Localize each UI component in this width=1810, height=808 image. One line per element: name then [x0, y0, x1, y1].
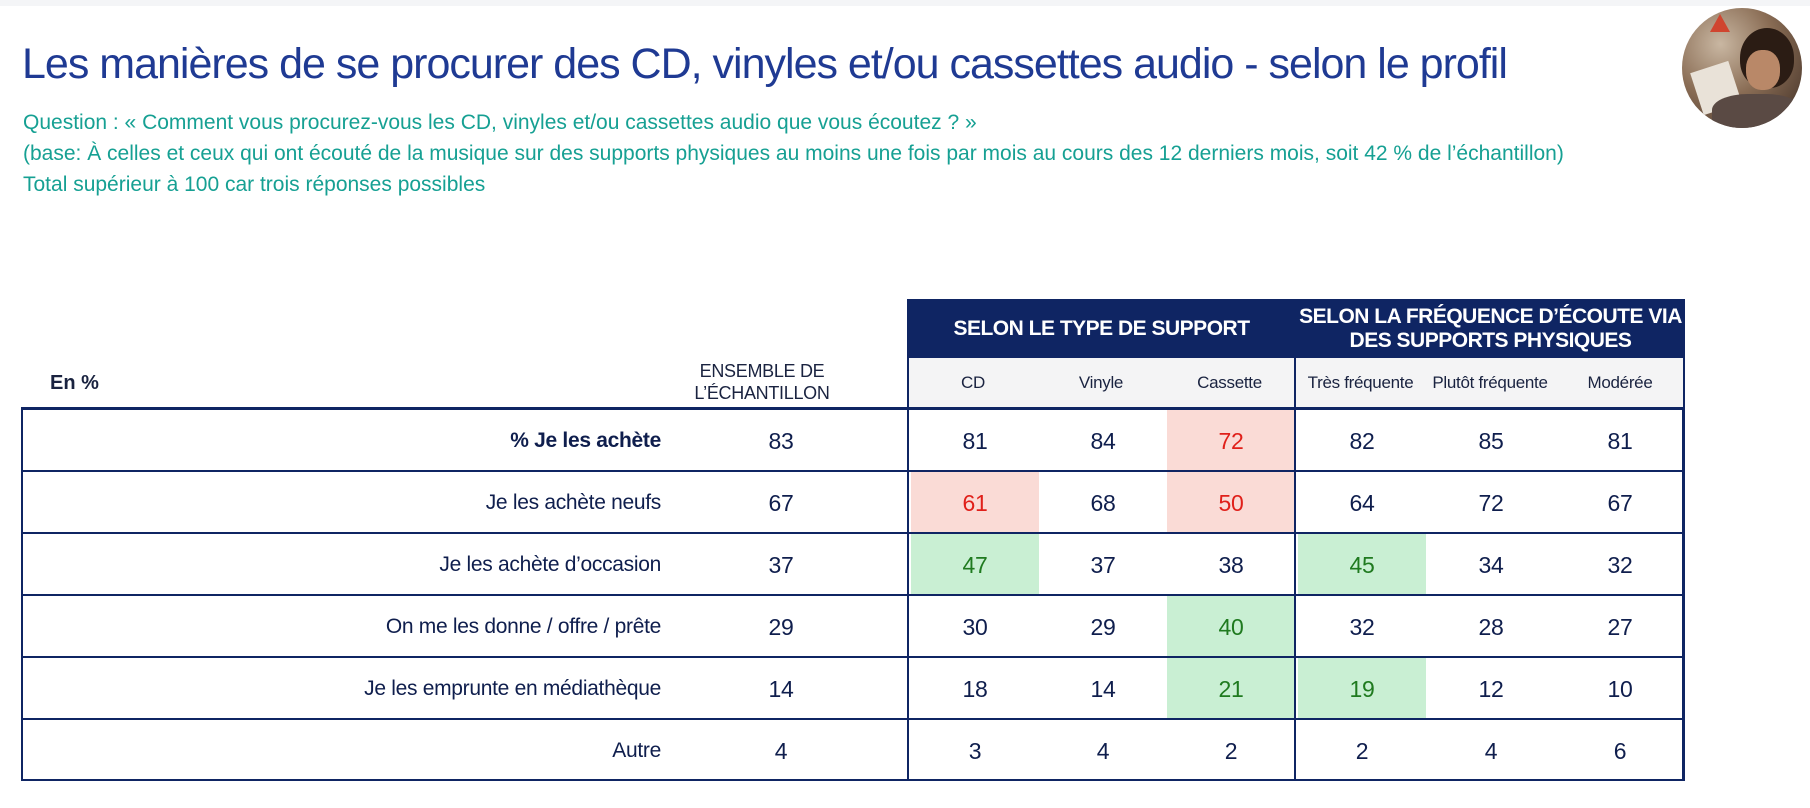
cell-tres-frequente: 19 — [1298, 658, 1426, 720]
cell-moderee: 6 — [1613, 737, 1627, 764]
note-text: Total supérieur à 100 car trois réponses… — [23, 173, 486, 196]
cell-cd: 61 — [911, 472, 1039, 534]
row-divider — [21, 594, 1685, 596]
cell-moderee: 27 — [1607, 613, 1633, 640]
group-divider-support — [907, 299, 909, 781]
row-divider — [21, 532, 1685, 534]
top-strip — [0, 0, 1810, 6]
row-label: On me les donne / offre / prête — [385, 615, 661, 638]
cell-plutot-frequente: 4 — [1484, 737, 1498, 764]
table-row: On me les donne / offre / prête 29 30 29… — [21, 596, 1685, 658]
cell-ensemble: 67 — [768, 489, 794, 516]
group-divider-frequency — [1294, 299, 1296, 781]
unit-label: En % — [50, 372, 99, 394]
table-row: Je les achète neufs 67 61 68 50 64 72 67 — [21, 472, 1685, 534]
group-header-frequency-line2: DES SUPPORTS PHYSIQUES — [1349, 328, 1632, 352]
cell-tres-frequente: 82 — [1349, 427, 1375, 454]
cell-vinyle: 4 — [1096, 737, 1110, 764]
base-text: (base: À celles et ceux qui ont écouté d… — [23, 142, 1564, 165]
cell-plutot-frequente: 28 — [1478, 613, 1504, 640]
cell-cd: 3 — [968, 737, 982, 764]
cell-plutot-frequente: 85 — [1478, 427, 1504, 454]
cell-tres-frequente: 64 — [1349, 489, 1375, 516]
column-header-cd: CD — [961, 372, 985, 392]
column-header-ensemble: ENSEMBLE DE L’ÉCHANTILLON — [694, 361, 830, 403]
cell-ensemble: 83 — [768, 427, 794, 454]
cell-cd: 30 — [962, 613, 988, 640]
column-header-cassette: Cassette — [1197, 372, 1262, 392]
cell-cassette: 2 — [1224, 737, 1238, 764]
row-label: % Je les achète — [510, 429, 661, 452]
question-text: Question : « Comment vous procurez-vous … — [23, 111, 977, 134]
cell-cd: 18 — [962, 675, 988, 702]
cell-plutot-frequente: 34 — [1478, 551, 1504, 578]
cell-tres-frequente: 32 — [1349, 613, 1375, 640]
cell-moderee: 81 — [1607, 427, 1633, 454]
column-header-moderee: Modérée — [1587, 372, 1653, 392]
group-header-support-type-label: SELON LE TYPE DE SUPPORT — [953, 316, 1250, 340]
cell-cassette: 38 — [1218, 551, 1244, 578]
cell-vinyle: 29 — [1090, 613, 1116, 640]
column-subheader-background — [909, 358, 1685, 407]
cell-ensemble: 4 — [774, 737, 788, 764]
row-label: Je les emprunte en médiathèque — [364, 677, 661, 700]
cell-plutot-frequente: 72 — [1478, 489, 1504, 516]
avatar — [1682, 8, 1802, 128]
row-label: Je les achète neufs — [485, 491, 662, 514]
row-divider — [21, 470, 1685, 472]
column-header-vinyle: Vinyle — [1078, 372, 1124, 392]
table-row: Autre 4 3 4 2 2 4 6 — [21, 720, 1685, 782]
cell-moderee: 32 — [1607, 551, 1633, 578]
cell-vinyle: 84 — [1090, 427, 1116, 454]
cell-vinyle: 68 — [1090, 489, 1116, 516]
column-header-plutot-frequente: Plutôt fréquente — [1432, 372, 1548, 392]
row-divider — [21, 656, 1685, 658]
avatar-face — [1746, 50, 1780, 90]
table-row: Je les achète d’occasion 37 47 37 38 45 … — [21, 534, 1685, 596]
table-row: % Je les achète 83 81 84 72 82 85 81 — [21, 410, 1685, 472]
group-header-support-type: SELON LE TYPE DE SUPPORT — [909, 299, 1294, 358]
cell-plutot-frequente: 12 — [1478, 675, 1504, 702]
page-title: Les manières de se procurer des CD, viny… — [22, 40, 1508, 88]
avatar-decoration — [1710, 14, 1730, 32]
cell-moderee: 67 — [1607, 489, 1633, 516]
cell-cassette: 21 — [1167, 658, 1295, 720]
group-header-frequency: SELON LA FRÉQUENCE D’ÉCOUTE VIA DES SUPP… — [1296, 299, 1685, 358]
cell-ensemble: 14 — [768, 675, 794, 702]
cell-moderee: 10 — [1607, 675, 1633, 702]
cell-ensemble: 37 — [768, 551, 794, 578]
cell-tres-frequente: 45 — [1298, 534, 1426, 596]
group-divider-right — [1683, 299, 1685, 781]
row-label: Autre — [612, 739, 661, 762]
table-row: Je les emprunte en médiathèque 14 18 14 … — [21, 658, 1685, 720]
cell-cd: 47 — [911, 534, 1039, 596]
row-divider — [21, 718, 1685, 720]
cell-vinyle: 37 — [1090, 551, 1116, 578]
cell-ensemble: 29 — [768, 613, 794, 640]
row-label: Je les achète d’occasion — [439, 553, 661, 576]
column-header-tres-frequente: Très fréquente — [1307, 372, 1414, 392]
avatar-body — [1712, 94, 1802, 128]
cell-cassette: 72 — [1167, 410, 1295, 472]
group-header-frequency-line1: SELON LA FRÉQUENCE D’ÉCOUTE VIA — [1299, 304, 1682, 328]
cell-cd: 81 — [962, 427, 988, 454]
cell-cassette: 40 — [1167, 596, 1295, 658]
cell-cassette: 50 — [1167, 472, 1295, 534]
cell-vinyle: 14 — [1090, 675, 1116, 702]
cell-tres-frequente: 2 — [1355, 737, 1369, 764]
